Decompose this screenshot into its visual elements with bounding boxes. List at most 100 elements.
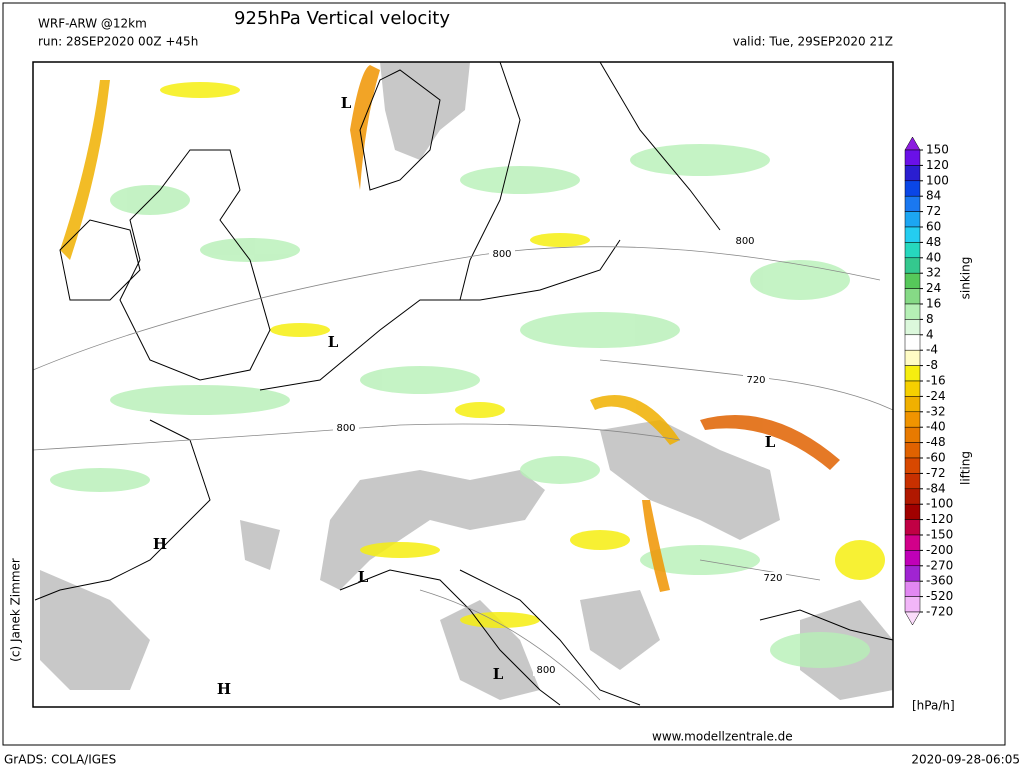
- colorbar-label: -72: [926, 466, 946, 480]
- terrain-mask: [40, 62, 893, 700]
- colorbar-label: -32: [926, 404, 946, 418]
- software: GrADS: COLA/IGES: [4, 753, 116, 767]
- colorbar-bin: [904, 380, 921, 397]
- colorbar-label: -8: [926, 358, 938, 372]
- colorbar-label: -40: [926, 420, 946, 434]
- contour-label-bg: [489, 248, 515, 260]
- colorbar-arrow-bottom: [904, 611, 921, 626]
- lifting-label: lifting: [959, 451, 973, 485]
- colorbar-label: -60: [926, 451, 946, 465]
- colorbar-label: 48: [926, 235, 941, 249]
- colorbar-bin: [904, 365, 921, 382]
- colorbar-label: -24: [926, 389, 946, 403]
- colorbar-bin: [904, 426, 921, 443]
- colorbar-label: 8: [926, 312, 934, 326]
- colorbar-label: 32: [926, 266, 941, 280]
- colorbar-label: -720: [926, 605, 953, 619]
- contour-label: 720: [746, 375, 765, 386]
- contour-label-bg: [743, 374, 769, 386]
- colorbar-bin: [904, 442, 921, 459]
- map-area: [32, 61, 894, 708]
- colorbar-bin: [904, 334, 921, 351]
- pressure-center: L: [358, 568, 369, 586]
- colorbar-label: 72: [926, 204, 941, 218]
- pressure-center: H: [217, 680, 231, 698]
- geopotential-contours: [32, 246, 894, 701]
- model-name: WRF-ARW @12km: [38, 17, 147, 31]
- contour-label: 800: [735, 236, 754, 247]
- colorbar-bin: [904, 257, 921, 274]
- contour-label: 800: [492, 249, 511, 260]
- colorbar-bin: [904, 242, 921, 259]
- colorbar-bin: [904, 149, 921, 166]
- colorbar-bin: [904, 534, 921, 551]
- colorbar-label: -360: [926, 574, 953, 588]
- colorbar-label: 24: [926, 281, 941, 295]
- colorbar-label: -16: [926, 374, 946, 388]
- pressure-center: L: [341, 94, 352, 112]
- timestamp: 2020-09-28-06:05: [911, 753, 1020, 767]
- valid-time: valid: Tue, 29SEP2020 21Z: [733, 35, 893, 49]
- pressure-center: H: [153, 535, 167, 553]
- colorbar-bin: [904, 195, 921, 212]
- colorbar-label: -48: [926, 435, 946, 449]
- colorbar-bin: [904, 272, 921, 289]
- run-time: run: 28SEP2020 00Z +45h: [38, 35, 198, 49]
- contour-label: 800: [336, 423, 355, 434]
- sinking-label: sinking: [959, 257, 973, 300]
- contour-label-bg: [333, 422, 359, 434]
- colorbar-bin: [904, 396, 921, 413]
- colorbar-bin: [904, 488, 921, 505]
- colorbar-bin: [904, 550, 921, 567]
- colorbar-label: 4: [926, 327, 934, 341]
- colorbar-bin: [904, 288, 921, 305]
- colorbar-label: 40: [926, 250, 941, 264]
- colorbar-label: -270: [926, 558, 953, 572]
- contour-label: 800: [536, 665, 555, 676]
- sinking-speckles: [50, 144, 870, 668]
- unit-label: [hPa/h]: [912, 699, 955, 713]
- colorbar-bin: [904, 457, 921, 474]
- colorbar-bin: [904, 580, 921, 597]
- lifting-streaks: [60, 65, 885, 628]
- pressure-center: L: [328, 333, 339, 351]
- website: www.modellzentrale.de: [652, 730, 793, 744]
- colorbar-label: -84: [926, 481, 946, 495]
- contour-label-bg: [732, 235, 758, 247]
- colorbar-bin: [904, 596, 921, 613]
- colorbar-bin: [904, 211, 921, 228]
- colorbar-bin: [904, 180, 921, 197]
- colorbar-label: -520: [926, 589, 953, 603]
- colorbar-label: 16: [926, 297, 941, 311]
- colorbar-label: -120: [926, 512, 953, 526]
- map-title: 925hPa Vertical velocity: [234, 8, 450, 29]
- colorbar-label: 120: [926, 158, 949, 172]
- colorbar-bin: [904, 226, 921, 243]
- colorbar-label: -150: [926, 528, 953, 542]
- contour-label-bg: [760, 572, 786, 584]
- contour-label: 720: [763, 573, 782, 584]
- colorbar-bin: [904, 565, 921, 582]
- map-frame: [32, 61, 894, 708]
- pressure-center: L: [765, 433, 776, 451]
- colorbar-label: 84: [926, 189, 941, 203]
- colorbar-label: -100: [926, 497, 953, 511]
- colorbar-bin: [904, 473, 921, 490]
- colorbar-label: -4: [926, 343, 938, 357]
- colorbar-bin: [904, 303, 921, 320]
- colorbar-bin: [904, 349, 921, 366]
- credit: (c) Janek Zimmer: [9, 558, 23, 662]
- colorbar-bin: [904, 411, 921, 428]
- colorbar-bin: [904, 503, 921, 520]
- colorbar-label: 150: [926, 143, 949, 157]
- colorbar-label: 60: [926, 220, 941, 234]
- pressure-center: L: [493, 665, 504, 683]
- contour-label-bg: [533, 664, 559, 676]
- coastlines: [34, 61, 894, 706]
- colorbar-label: -200: [926, 543, 953, 557]
- colorbar-bin: [904, 165, 921, 182]
- colorbar-bin: [904, 319, 921, 336]
- colorbar-label: 100: [926, 173, 949, 187]
- colorbar-bin: [904, 519, 921, 536]
